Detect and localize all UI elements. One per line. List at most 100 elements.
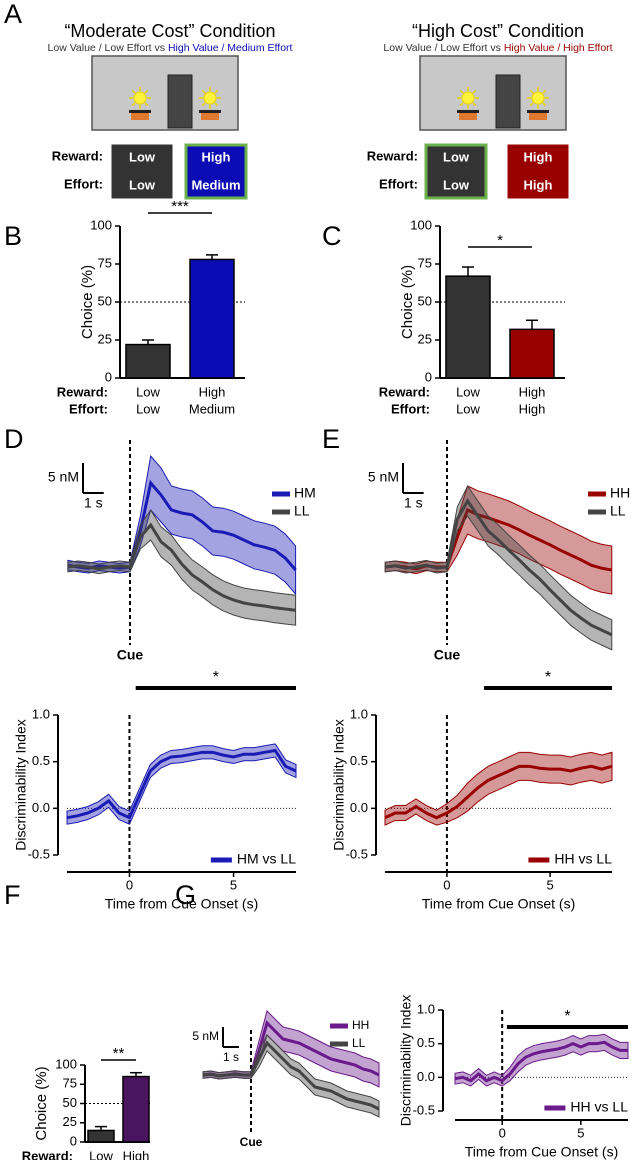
error-band — [67, 454, 297, 596]
y-axis-label: Choice (%) — [79, 265, 96, 339]
option-box — [184, 143, 248, 200]
bar — [87, 1129, 115, 1143]
subtitle-part: Low Value / Low Effort — [48, 42, 152, 54]
sun — [531, 91, 545, 105]
option-label: Medium — [191, 177, 240, 192]
y-tick-label: 0 — [70, 1133, 77, 1148]
category-label: High — [199, 384, 226, 399]
y-tick-label: 1.0 — [417, 1001, 435, 1016]
row-label: Effort: — [391, 401, 430, 416]
panel-label: G — [175, 880, 196, 910]
significance-label: ** — [113, 1045, 125, 1062]
pot-rim — [527, 110, 549, 113]
cue-label: Cue — [240, 1135, 263, 1149]
sun — [203, 91, 217, 105]
trace — [384, 764, 613, 820]
trace — [454, 1040, 628, 1083]
option-box — [111, 144, 173, 199]
panel-label: B — [4, 221, 22, 251]
y-tick-label: 0.0 — [350, 800, 368, 815]
y-tick-label: 75 — [63, 1076, 77, 1091]
sun-ray — [131, 89, 136, 94]
door — [495, 74, 521, 129]
sun-ray — [542, 102, 547, 107]
sun-ray — [529, 89, 534, 94]
legend-label: HH — [610, 485, 630, 501]
option-label: Low — [443, 177, 470, 192]
pot-rim — [457, 110, 479, 113]
legend-label: HH vs LL — [570, 1099, 628, 1115]
legend-label: LL — [294, 503, 310, 519]
scale-bar-y-label: 5 nM — [368, 469, 399, 485]
sun-ray — [144, 102, 149, 107]
category-label: Low — [89, 1148, 113, 1160]
panel-label: F — [4, 880, 21, 910]
category-label: Low — [136, 401, 160, 416]
subtitle-part: vs — [487, 42, 503, 54]
y-tick-label: 75 — [98, 255, 112, 270]
y-tick-label: 100 — [55, 1056, 77, 1071]
significance-label: * — [497, 232, 503, 249]
sun — [133, 91, 147, 105]
y-tick-label: -0.5 — [413, 1102, 435, 1117]
option-label: High — [524, 177, 553, 192]
panel-label: D — [4, 424, 24, 454]
y-axis-label: Discriminability Index — [331, 719, 347, 850]
y-tick-label: 25 — [418, 331, 432, 346]
sun-ray — [131, 102, 136, 107]
y-tick-label: 0.0 — [32, 800, 50, 815]
error-band — [384, 751, 613, 826]
scale-bar-y-label: 5 nM — [192, 1029, 219, 1043]
row-label: Reward: — [367, 148, 418, 163]
row-label: Reward: — [57, 384, 108, 399]
trace — [66, 748, 297, 820]
legend-label: HH — [352, 1018, 369, 1032]
option-label: High — [524, 149, 553, 164]
cue-label: Cue — [434, 647, 461, 663]
door — [167, 74, 193, 129]
x-tick-label: 0 — [126, 877, 133, 892]
subtitle-part: vs — [152, 42, 168, 54]
cue-label: Cue — [117, 647, 144, 663]
y-axis-label: Choice (%) — [33, 1066, 50, 1140]
category-label: Low — [136, 384, 160, 399]
row-label: Reward: — [52, 148, 103, 163]
y-axis-label: Discriminability Index — [13, 719, 29, 850]
panel-label: A — [4, 0, 22, 29]
panel-label: E — [322, 424, 340, 454]
error-band — [384, 485, 613, 651]
pot-rim — [199, 110, 221, 113]
x-tick-label: 5 — [577, 1125, 584, 1140]
x-axis-label: Time from Cue Onset (s) — [465, 1144, 619, 1160]
y-tick-label: 0 — [105, 369, 112, 384]
row-label: Reward: — [22, 1148, 73, 1160]
x-tick-label: 0 — [499, 1125, 506, 1140]
sun-ray — [472, 102, 477, 107]
category-label: High — [123, 1148, 150, 1160]
y-tick-label: 25 — [98, 331, 112, 346]
y-tick-label: 0.5 — [350, 753, 368, 768]
category-label: Low — [456, 401, 480, 416]
sun-ray — [201, 89, 206, 94]
y-tick-label: 0.0 — [417, 1069, 435, 1084]
option-label: Low — [129, 177, 156, 192]
x-tick-label: 5 — [230, 877, 237, 892]
y-tick-label: -0.5 — [28, 846, 50, 861]
sun-ray — [529, 102, 534, 107]
scale-bar-y-label: 5 nM — [48, 469, 79, 485]
trace — [67, 522, 296, 612]
condition-subtitle: Low Value / Low Effort vs High Value / M… — [48, 42, 293, 54]
option-label: High — [202, 149, 231, 164]
row-label: Reward: — [379, 384, 430, 399]
panel-label: C — [322, 221, 342, 251]
sun-ray — [542, 89, 547, 94]
y-tick-label: 50 — [98, 293, 112, 308]
trace — [202, 1040, 380, 1111]
subtitle-part: Low Value / Low Effort — [383, 42, 487, 54]
legend-label: LL — [610, 503, 626, 519]
x-axis-label: Time from Cue Onset (s) — [105, 896, 259, 912]
subtitle-part: High Value / High Effort — [504, 42, 613, 54]
condition-title: “High Cost” Condition — [412, 21, 584, 41]
y-axis-label: Choice (%) — [399, 265, 416, 339]
